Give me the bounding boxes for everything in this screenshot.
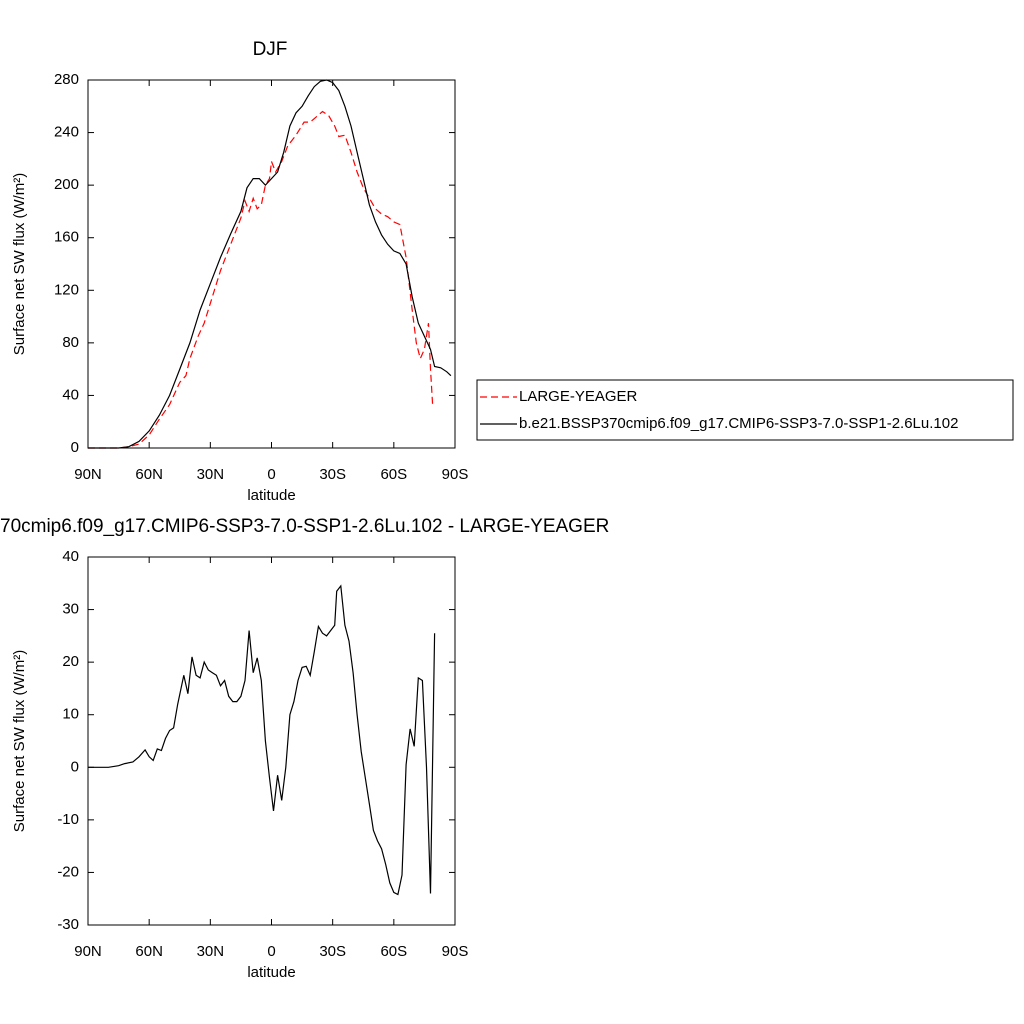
y-tick-label: -10 bbox=[57, 811, 79, 828]
y-tick-label: 240 bbox=[54, 124, 79, 141]
x-tick-label: 90S bbox=[442, 943, 469, 960]
y-tick-label: -20 bbox=[57, 863, 79, 880]
data-line bbox=[88, 584, 436, 896]
legend-label: LARGE-YEAGER bbox=[519, 388, 638, 405]
legend-label: b.e21.BSSP370cmip6.f09_g17.CMIP6-SSP3-7.… bbox=[519, 415, 958, 432]
x-tick-label: 0 bbox=[267, 466, 275, 483]
x-tick-label: 60S bbox=[380, 466, 407, 483]
y-tick-label: 0 bbox=[71, 758, 79, 775]
y-tick-label: 40 bbox=[62, 386, 79, 403]
y-tick-label: 80 bbox=[62, 334, 79, 351]
legend-box bbox=[476, 379, 1014, 441]
x-tick-label: 60N bbox=[135, 943, 163, 960]
plot-frame bbox=[87, 79, 456, 449]
plot-frame bbox=[87, 556, 456, 926]
y-tick-label: 10 bbox=[62, 706, 79, 723]
y-tick-label: 160 bbox=[54, 229, 79, 246]
x-tick-label: 60N bbox=[135, 466, 163, 483]
chart-title: DJF bbox=[253, 39, 288, 60]
y-tick-label: 200 bbox=[54, 176, 79, 193]
y-tick-label: -30 bbox=[57, 916, 79, 933]
x-tick-label: 90N bbox=[74, 466, 102, 483]
y-axis-label: Surface net SW flux (W/m²) bbox=[11, 650, 28, 833]
x-tick-label: 30S bbox=[319, 466, 346, 483]
y-tick-label: 40 bbox=[62, 548, 79, 565]
y-axis-label: Surface net SW flux (W/m²) bbox=[11, 173, 28, 356]
y-tick-label: 0 bbox=[71, 439, 79, 456]
x-axis-label: latitude bbox=[247, 487, 295, 504]
data-line bbox=[88, 110, 434, 449]
y-tick-label: 280 bbox=[54, 71, 79, 88]
x-tick-label: 90N bbox=[74, 943, 102, 960]
y-tick-label: 120 bbox=[54, 281, 79, 298]
x-tick-label: 30S bbox=[319, 943, 346, 960]
x-tick-label: 30N bbox=[197, 943, 225, 960]
x-tick-label: 30N bbox=[197, 466, 225, 483]
y-tick-label: 30 bbox=[62, 601, 79, 618]
data-line bbox=[88, 79, 452, 449]
x-axis-label: latitude bbox=[247, 964, 295, 981]
x-tick-label: 0 bbox=[267, 943, 275, 960]
x-tick-label: 60S bbox=[380, 943, 407, 960]
chart-title: 70cmip6.f09_g17.CMIP6-SSP3-7.0-SSP1-2.6L… bbox=[0, 516, 609, 537]
y-tick-label: 20 bbox=[62, 653, 79, 670]
x-tick-label: 90S bbox=[442, 466, 469, 483]
